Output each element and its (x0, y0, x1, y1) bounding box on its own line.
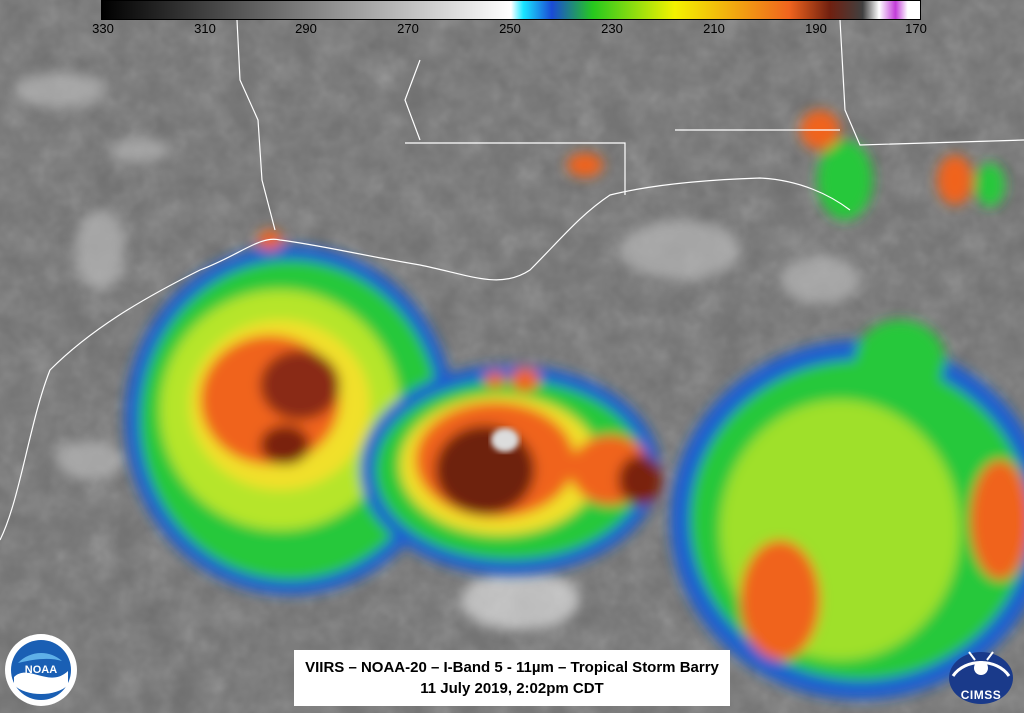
tick-label: 330 (92, 21, 114, 36)
tick-label: 170 (905, 21, 927, 36)
noaa-logo: NOAA (5, 634, 77, 706)
color-scale-ticks: 330 310 290 270 250 230 210 190 170 (0, 21, 1024, 37)
tick-label: 210 (703, 21, 725, 36)
tick-label: 290 (295, 21, 317, 36)
tick-label: 310 (194, 21, 216, 36)
svg-text:NOAA: NOAA (25, 664, 57, 676)
cimss-logo-text: CIMSS (960, 688, 1002, 702)
tick-label: 230 (601, 21, 623, 36)
image-caption: VIIRS – NOAA-20 – I-Band 5 - 11µm – Trop… (294, 650, 730, 706)
color-scale-bar (101, 0, 921, 20)
cimss-logo (949, 651, 1013, 704)
tick-label: 270 (397, 21, 419, 36)
caption-line-2: 11 July 2019, 2:02pm CDT (420, 680, 604, 697)
tick-label: 250 (499, 21, 521, 36)
tick-label: 190 (805, 21, 827, 36)
caption-line-1: VIIRS – NOAA-20 – I-Band 5 - 11µm – Trop… (305, 659, 719, 676)
